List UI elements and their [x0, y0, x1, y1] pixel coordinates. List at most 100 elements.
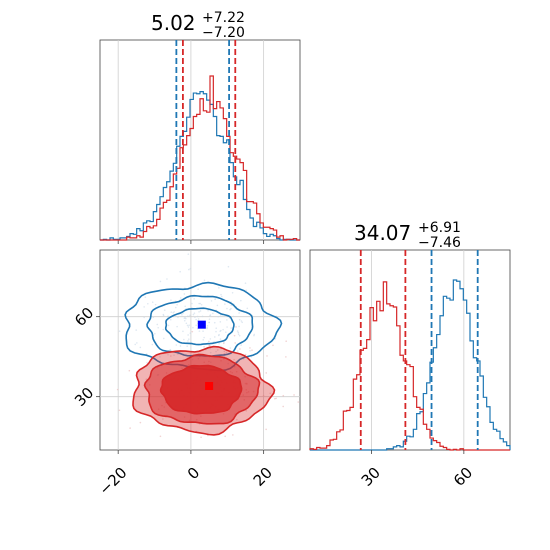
scatter-2d-point	[274, 397, 276, 400]
hist-y-title: 34.07	[354, 221, 411, 245]
scatter-2d-point	[195, 318, 197, 321]
scatter-2d-point	[166, 278, 168, 280]
scatter-2d-x-tick-label: −20	[95, 464, 130, 499]
scatter-2d-point	[233, 358, 235, 361]
scatter-2d-point	[175, 344, 178, 346]
scatter-2d-point	[233, 334, 236, 337]
scatter-2d-point	[187, 340, 189, 342]
hist-y-title-lower: −7.46	[418, 235, 461, 251]
scatter-2d-point	[249, 349, 251, 352]
scatter-2d-contour-red	[159, 364, 243, 415]
scatter-2d-contour-blue	[146, 294, 254, 357]
scatter-2d-point	[191, 330, 194, 333]
scatter-2d-point	[167, 324, 170, 327]
scatter-2d-point	[151, 343, 154, 346]
scatter-2d-point	[285, 340, 287, 343]
scatter-2d-point	[186, 324, 189, 327]
scatter-2d-point	[183, 338, 185, 341]
scatter-2d-point	[145, 378, 148, 381]
scatter-2d-point	[176, 325, 178, 328]
scatter-2d-point	[215, 327, 218, 329]
scatter-2d-point	[236, 418, 238, 421]
hist-x-title-lower: −7.20	[202, 25, 245, 41]
hist-x-title: 5.02	[151, 11, 196, 35]
hist-y-frame	[309, 249, 511, 451]
hist-x-series	[100, 75, 300, 241]
scatter-2d-point	[218, 342, 220, 345]
scatter-2d-point	[262, 394, 265, 397]
hist-x-series-line	[100, 75, 300, 241]
scatter-2d-point	[238, 325, 240, 328]
scatter-2d-point	[225, 351, 228, 354]
scatter-2d-center-marker	[197, 320, 206, 329]
scatter-2d-point	[176, 303, 178, 306]
scatter-2d-point	[170, 355, 172, 357]
scatter-2d-point	[188, 268, 190, 271]
scatter-2d-point	[169, 318, 172, 321]
scatter-2d-point	[217, 334, 220, 337]
scatter-2d-point	[208, 318, 211, 320]
scatter-2d-point	[197, 318, 200, 320]
scatter-2d-point	[230, 304, 232, 307]
scatter-2d-point	[217, 349, 219, 351]
scatter-2d-point	[189, 267, 192, 270]
hist-x-title-value: 5.02	[151, 11, 196, 35]
hist-y-title-value: 34.07	[354, 221, 411, 245]
scatter-2d-point	[226, 326, 228, 328]
scatter-2d-point	[246, 307, 249, 310]
scatter-2d-point	[167, 315, 169, 317]
scatter-2d-point	[192, 326, 194, 329]
scatter-2d-point	[184, 305, 186, 308]
scatter-2d-point	[144, 296, 147, 298]
scatter-2d-point	[192, 313, 195, 316]
scatter-2d-point	[241, 321, 243, 324]
scatter-2d-point	[200, 436, 202, 439]
scatter-2d-point	[179, 270, 181, 273]
scatter-2d-point	[245, 409, 248, 412]
scatter-2d-point	[162, 337, 165, 340]
scatter-2d-point	[212, 312, 214, 315]
scatter-2d-point	[231, 292, 234, 294]
scatter-2d-point	[170, 311, 173, 313]
scatter-2d-point	[128, 369, 131, 372]
scatter-2d-point	[135, 329, 138, 331]
scatter-2d-point	[183, 293, 186, 295]
scatter-2d-point	[146, 361, 148, 364]
scatter-2d-point	[202, 338, 205, 341]
scatter-2d-point	[170, 299, 172, 301]
scatter-2d-point	[199, 310, 202, 312]
scatter-2d-point	[239, 348, 241, 350]
scatter-2d-point	[265, 372, 268, 374]
scatter-2d-point	[191, 302, 193, 305]
scatter-2d-point	[198, 302, 200, 305]
scatter-2d-point	[203, 279, 206, 282]
scatter-2d-point	[222, 328, 224, 331]
scatter-2d-point	[197, 288, 199, 290]
scatter-2d-point	[134, 343, 137, 346]
scatter-2d-point	[186, 345, 189, 347]
scatter-2d-point	[216, 304, 219, 307]
scatter-2d-point	[183, 319, 186, 322]
scatter-2d-point	[209, 338, 212, 340]
scatter-2d-point	[209, 314, 212, 316]
scatter-2d-point	[173, 354, 175, 356]
scatter-2d-contour-blue	[124, 281, 283, 372]
scatter-2d-point	[156, 323, 159, 326]
scatter-2d-point	[215, 330, 217, 333]
scatter-2d-point	[209, 345, 211, 347]
scatter-2d-point	[159, 280, 162, 283]
scatter-2d-contours	[124, 281, 283, 436]
scatter-2d-point	[208, 340, 210, 343]
scatter-2d-point	[210, 300, 213, 302]
scatter-2d-x-tick-label: 20	[250, 464, 276, 490]
scatter-2d-point	[151, 301, 154, 303]
scatter-2d-point	[143, 316, 146, 319]
scatter-2d-point	[167, 353, 169, 356]
hist-x-quantile-lines	[175, 40, 237, 240]
scatter-2d-point	[220, 293, 222, 296]
scatter-2d-point	[187, 253, 190, 255]
scatter-2d-point	[174, 306, 177, 309]
scatter-2d-point	[177, 316, 179, 319]
scatter-2d-point	[251, 349, 253, 351]
scatter-2d-point	[285, 356, 287, 358]
